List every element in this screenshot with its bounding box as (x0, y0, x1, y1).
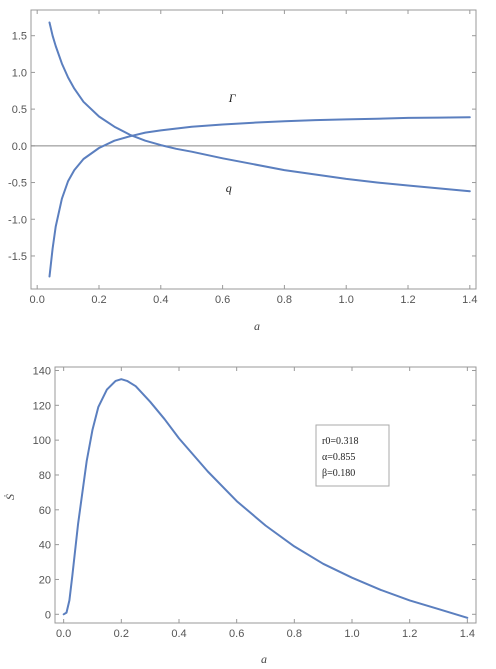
y-tick-label: -1.0 (8, 214, 27, 226)
y-tick-label: 0.0 (12, 141, 27, 153)
chart2-xlabel: a (261, 652, 267, 666)
y-tick-label: 1.5 (12, 31, 27, 43)
y-tick-label: 120 (33, 400, 51, 412)
x-tick-label: 0.0 (30, 294, 45, 306)
series-line-entropy-rate (62, 378, 469, 619)
legend-line-beta: β=0.180 (322, 468, 355, 479)
legend-box (315, 424, 390, 487)
x-tick-label: 0.0 (56, 628, 71, 640)
chart1-frame (30, 9, 477, 290)
y-tick-label: 40 (39, 540, 51, 552)
x-tick-label: 0.4 (171, 628, 186, 640)
y-tick-label: 0 (45, 609, 51, 621)
x-tick-label: 0.6 (229, 628, 244, 640)
y-tick-label: 100 (33, 435, 51, 447)
y-tick-label: -0.5 (8, 178, 27, 190)
chart2-ylabel: Ṡ (2, 494, 17, 500)
x-tick-label: 1.0 (344, 628, 359, 640)
series-line-q (48, 21, 471, 193)
x-tick-label: 1.2 (402, 628, 417, 640)
x-tick-label: 1.4 (462, 294, 477, 306)
x-tick-label: 0.2 (91, 294, 106, 306)
x-tick-label: 0.6 (215, 294, 230, 306)
legend-line-alpha: α=0.855 (322, 452, 355, 463)
y-tick-label: 20 (39, 574, 51, 586)
legend-line-r0: r0=0.318 (322, 436, 358, 447)
annotation-q: q (226, 181, 232, 195)
chart-entropy-rate: 0.0 0.2 0.4 0.6 0.8 1.0 1.2 1.4 0 20 40 60 80 100 120… (2, 365, 477, 666)
x-tick-label: 0.4 (153, 294, 168, 306)
y-tick-label: -1.5 (8, 251, 27, 263)
x-tick-label: 0.2 (114, 628, 129, 640)
x-tick-label: 0.8 (277, 294, 292, 306)
y-tick-label: 1.0 (12, 67, 27, 79)
x-tick-label: 1.2 (400, 294, 415, 306)
series-line-gamma (48, 116, 471, 278)
y-tick-label: 0.5 (12, 104, 27, 116)
x-tick-label: 1.4 (460, 628, 475, 640)
chart2-legend: r0=0.318 α=0.855 β=0.180 (315, 424, 390, 487)
x-tick-label: 0.8 (287, 628, 302, 640)
x-tick-label: 1.0 (339, 294, 354, 306)
chart2-frame (54, 366, 477, 624)
annotation-gamma: Γ (228, 91, 237, 105)
chart1-xlabel: a (254, 319, 260, 333)
y-tick-label: 140 (33, 365, 51, 377)
y-tick-label: 80 (39, 470, 51, 482)
y-tick-label: 60 (39, 505, 51, 517)
chart-gamma-q: 0.0 0.2 0.4 0.6 0.8 1.0 1.2 1.4 -1.5 -1.0 -0.5 0.0… (8, 9, 477, 333)
